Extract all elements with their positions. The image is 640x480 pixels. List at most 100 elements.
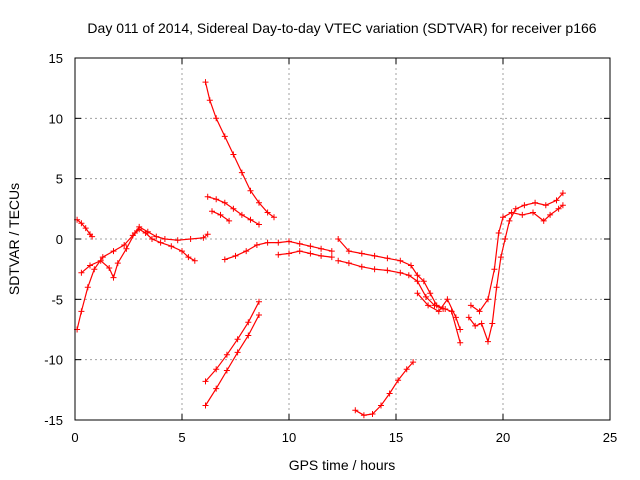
data-point — [452, 314, 459, 321]
data-point — [345, 248, 352, 255]
data-point — [286, 250, 292, 257]
data-point — [204, 193, 211, 200]
data-point — [174, 237, 181, 244]
series-arc-4 — [202, 79, 277, 221]
series-arc-12 — [335, 236, 464, 346]
data-point — [530, 209, 536, 216]
data-point — [253, 242, 260, 248]
data-point — [352, 407, 359, 414]
data-point — [84, 284, 91, 291]
data-point — [234, 349, 241, 356]
data-point — [397, 269, 404, 276]
data-point — [243, 248, 250, 255]
data-point — [414, 290, 421, 297]
series-line — [416, 292, 461, 330]
series-arc-10 — [202, 312, 262, 409]
data-point — [238, 169, 245, 176]
data-point — [307, 243, 314, 250]
data-point — [478, 320, 485, 327]
data-point — [397, 257, 404, 264]
data-point — [491, 266, 498, 273]
data-point — [221, 133, 228, 140]
data-point — [508, 209, 515, 216]
data-point — [542, 202, 549, 209]
data-point — [286, 238, 292, 245]
data-point — [114, 260, 121, 267]
data-point — [410, 359, 417, 366]
data-point — [232, 252, 239, 259]
data-point — [202, 378, 209, 385]
y-tick-label: 0 — [56, 232, 63, 247]
data-point — [485, 296, 491, 303]
x-tick-label: 20 — [496, 430, 510, 445]
data-point — [444, 296, 451, 303]
data-point — [414, 272, 421, 279]
data-point — [221, 256, 228, 263]
data-point — [247, 216, 254, 223]
y-tick-label: 10 — [49, 111, 63, 126]
data-point — [465, 314, 472, 321]
data-point — [371, 266, 378, 273]
data-point — [328, 254, 335, 261]
data-point — [217, 211, 224, 218]
data-point — [200, 234, 207, 241]
data-point — [213, 366, 220, 373]
data-point — [547, 211, 554, 218]
series-line — [337, 238, 461, 343]
data-point — [512, 205, 519, 212]
x-tick-label: 10 — [282, 430, 296, 445]
data-point — [256, 221, 262, 228]
data-point — [502, 236, 509, 242]
data-point — [110, 248, 117, 255]
data-point — [204, 231, 211, 238]
data-point — [97, 257, 104, 264]
data-point — [99, 254, 106, 261]
series-arc-16 — [467, 202, 566, 315]
data-point — [395, 377, 402, 384]
y-tick-label: -10 — [44, 353, 63, 368]
data-point — [238, 211, 245, 218]
data-point — [149, 236, 155, 242]
data-point — [506, 217, 513, 224]
data-point — [420, 278, 427, 285]
data-point — [431, 302, 438, 309]
data-point — [256, 199, 262, 206]
data-point — [226, 217, 233, 224]
data-point — [360, 412, 367, 419]
data-point — [179, 248, 185, 255]
data-point — [223, 351, 230, 358]
x-tick-label: 0 — [71, 430, 78, 445]
x-axis-label: GPS time / hours — [289, 457, 396, 473]
data-point — [427, 290, 434, 297]
data-point — [230, 151, 237, 158]
data-point — [264, 239, 271, 246]
data-point — [121, 242, 128, 248]
data-point — [532, 199, 539, 206]
data-point — [202, 79, 209, 86]
data-point — [457, 326, 464, 333]
data-point — [275, 251, 282, 258]
data-point — [191, 257, 198, 264]
data-point — [245, 319, 252, 326]
data-point — [405, 272, 412, 279]
data-point — [123, 245, 130, 252]
data-point — [168, 243, 175, 250]
series-arc-15 — [465, 190, 566, 345]
chart-title: Day 011 of 2014, Sidereal Day-to-day VTE… — [87, 20, 596, 36]
data-point — [221, 199, 228, 206]
data-point — [245, 332, 252, 339]
data-point — [553, 197, 560, 204]
data-point — [144, 228, 151, 235]
data-point — [91, 266, 98, 273]
data-point — [423, 293, 429, 300]
data-point — [185, 254, 192, 261]
data-point — [202, 402, 209, 409]
x-tick-label: 25 — [603, 430, 617, 445]
data-point — [500, 214, 506, 221]
data-point — [78, 308, 85, 315]
series-layer — [74, 79, 566, 419]
data-point — [335, 257, 342, 264]
data-point — [234, 336, 241, 343]
data-point — [110, 274, 117, 281]
